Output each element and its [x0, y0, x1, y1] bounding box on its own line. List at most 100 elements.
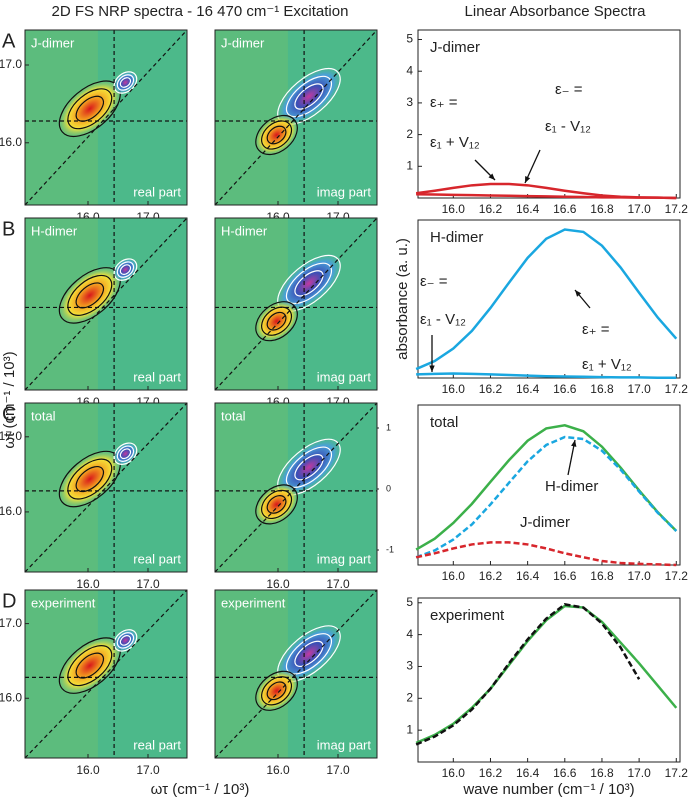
- contour: [75, 652, 105, 679]
- y-tick-label: 16.0: [0, 504, 22, 518]
- series-line: [415, 541, 677, 567]
- x-tick-label: 16.6: [553, 569, 577, 583]
- x-tick-label: 17.2: [665, 569, 689, 583]
- arrow-head: [525, 176, 531, 183]
- contour: [67, 458, 113, 500]
- x-tick-label: 16.0: [442, 766, 466, 780]
- y-tick-label: 17.0: [0, 616, 22, 630]
- annotation: ε₊ =: [582, 321, 610, 338]
- diagonal: [214, 217, 378, 391]
- y-tick-label: 3: [406, 659, 413, 673]
- contour: [113, 629, 138, 652]
- contour: [261, 306, 293, 336]
- x-tick-label: 16.0: [442, 202, 466, 216]
- map-frame: [24, 402, 188, 573]
- diagonal: [214, 589, 378, 759]
- map-label: H-dimer: [31, 223, 78, 238]
- contour: [116, 261, 135, 278]
- x-tick-label: 16.0: [266, 763, 290, 777]
- arrow-head: [575, 290, 582, 297]
- x-tick-label: 17.0: [326, 577, 350, 591]
- x-tick-label: 17.2: [665, 766, 689, 780]
- map-part: imag part: [317, 737, 372, 752]
- map-frame: [214, 589, 378, 759]
- map-frame: [24, 589, 188, 759]
- contour: [116, 445, 135, 462]
- panel-letter: A: [2, 30, 16, 52]
- map-frame: [214, 402, 378, 573]
- annotation: J-dimer: [520, 514, 570, 531]
- annotation: ε₋ =: [555, 81, 583, 98]
- x-tick-label: 16.8: [590, 202, 614, 216]
- x-tick-label: 16.0: [266, 577, 290, 591]
- map-frame: [214, 217, 378, 391]
- contour: [67, 274, 113, 316]
- contour: [266, 125, 287, 145]
- contour: [67, 645, 113, 687]
- plot-frame: [417, 404, 681, 566]
- panel-letter: B: [2, 218, 15, 240]
- y-axis-label: absorbance (a. u.): [394, 238, 411, 360]
- map-label: J-dimer: [221, 35, 265, 50]
- map-label: experiment: [31, 595, 96, 610]
- arrow-head: [571, 440, 577, 447]
- map-part: real part: [133, 737, 181, 752]
- colorbar-label: -1: [386, 544, 394, 554]
- x-tick-label: 16.0: [442, 569, 466, 583]
- map-label: experiment: [221, 595, 286, 610]
- contour: [119, 635, 132, 646]
- x-tick-label: 16.2: [479, 202, 503, 216]
- y-tick-label: 16.0: [0, 690, 22, 704]
- map-blob: [274, 622, 344, 685]
- x-tick-label: 16.0: [76, 577, 100, 591]
- x-tick-label: 16.8: [590, 569, 614, 583]
- map-label: total: [221, 408, 246, 423]
- left-title: 2D FS NRP spectra - 16 470 cm⁻¹ Excitati…: [52, 3, 349, 20]
- y-tick-label: 1: [406, 722, 413, 736]
- series-line: [415, 228, 678, 371]
- diagonal: [24, 589, 188, 759]
- x-tick-label: 17.2: [665, 382, 689, 396]
- annotation: ε₁ + V₁₂: [430, 134, 480, 151]
- colorbar-label: 0: [386, 483, 391, 493]
- y-tick-label: 3: [406, 95, 413, 109]
- map-part: imag part: [317, 551, 372, 566]
- map-blob: [274, 436, 344, 499]
- contour: [75, 282, 105, 309]
- map-frame: [24, 29, 188, 206]
- map-part: real part: [133, 369, 181, 384]
- plot-title: H-dimer: [430, 229, 483, 246]
- x-tick-label: 16.4: [516, 382, 540, 396]
- contour: [294, 83, 324, 110]
- annotation: ε₋ =: [420, 273, 448, 290]
- plot-title: experiment: [430, 607, 505, 624]
- x-tick-label: 16.0: [442, 382, 466, 396]
- x-tick-label: 16.0: [76, 763, 100, 777]
- arrow-head: [488, 173, 495, 180]
- panel-letter: C: [2, 403, 16, 425]
- x-tick-label: 17.0: [136, 577, 160, 591]
- x-tick-label: 17.0: [326, 763, 350, 777]
- map-part: real part: [133, 551, 181, 566]
- y-tick-label: 1: [406, 158, 413, 172]
- series-line: [415, 435, 678, 559]
- contour: [261, 120, 293, 150]
- contour: [119, 264, 132, 275]
- diagonal: [214, 29, 378, 206]
- plot-title: total: [430, 414, 458, 431]
- map-part: imag part: [317, 184, 372, 199]
- x-tick-label: 17.0: [627, 766, 651, 780]
- diagonal: [24, 29, 188, 206]
- x-tick-label: 17.0: [136, 763, 160, 777]
- map-blob: [274, 65, 344, 128]
- x-tick-label: 16.8: [590, 382, 614, 396]
- x-tick-label: 17.2: [665, 202, 689, 216]
- contour: [266, 311, 287, 331]
- map-part: imag part: [317, 369, 372, 384]
- y-tick-label: 2: [406, 127, 413, 141]
- series-line: [416, 372, 677, 379]
- map-blob: [56, 264, 124, 327]
- map-blob: [56, 448, 124, 510]
- y-tick-label: 4: [406, 63, 413, 77]
